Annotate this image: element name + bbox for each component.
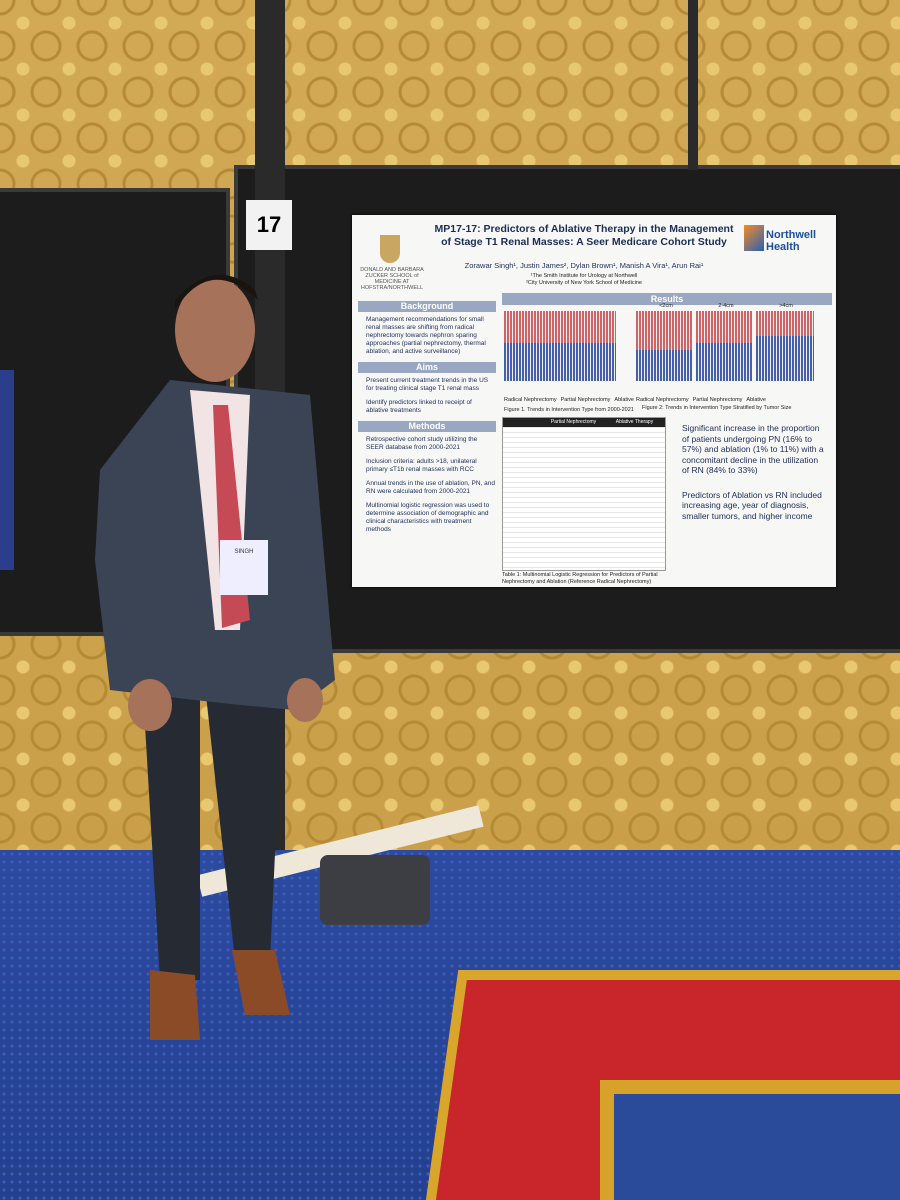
table-header: Partial Nephrectomy [550,419,597,425]
legend: Radical Nephrectomy Partial Nephrectomy Ab… [504,397,634,403]
bag [320,855,430,925]
finding: Predictors of Ablation vs RN included in… [682,489,822,521]
face [175,278,255,382]
chart-panel [696,311,752,381]
legend-entry: Ablative [614,397,634,403]
legend-entry: Partial Nephrectomy [560,397,611,403]
legend-entry: Partial Nephrectomy [692,397,743,403]
bullet: Identify predictors linked to receipt of… [366,399,472,414]
bullet: Present current treatment trends in the … [366,377,489,392]
chart-figure-1 [504,311,616,381]
panel-labels: <2cm 2-4cm >4cm [636,303,816,309]
affiliation: ²City University of New York School of M… [526,280,642,286]
chart-panel [636,311,692,381]
findings: Significant increase in the proportion o… [674,423,824,535]
rug-pattern [600,1080,900,1200]
section-heading: Results [502,293,832,305]
legend: Radical Nephrectomy Partial Nephrectomy Ab… [636,397,816,403]
bullet: Annual trends in the use of ablation, PN… [366,480,496,495]
hair [175,274,258,310]
badge [220,540,268,595]
legend-entry: Ablative [746,397,766,403]
school-crest [380,235,400,263]
bullet: Multinomial logistic regression was used… [366,502,490,533]
section-heading: Background [358,301,496,312]
figure-caption: Figure 1. Trends in Intervention Type fr… [504,407,634,413]
table-caption: Table 1: Multinomial Logistic Regression… [502,572,658,585]
neighbor-poster [0,370,14,570]
figure-caption: Figure 2: Trends in Intervention Type St… [642,405,792,411]
regression-table: Partial Nephrectomy Ablative Therapy [502,417,666,571]
board-post [688,0,698,170]
section-heading: Methods [358,421,496,432]
board-number: 17 [246,200,292,250]
shoe [150,970,200,1040]
badge-name: SINGH [234,549,253,555]
bullet: Retrospective cohort study utilizing the… [366,436,478,451]
legend-entry: Radical Nephrectomy [504,397,557,403]
panel-label: <2cm [659,303,673,309]
legend-entry: Radical Nephrectomy [636,397,689,403]
shoe [232,950,290,1015]
finding: Significant increase in the proportion o… [682,423,824,475]
poster: DONALD AND BARBARA ZUCKER SCHOOL of MEDI… [352,215,836,587]
logo-mark [744,225,764,251]
poster-title: MP17-17: Predictors of Ablative Therapy … [434,223,734,248]
panel-label: >4cm [779,303,793,309]
table-header: Ablative Therapy [615,419,654,425]
affiliation: ¹The Smith Institute for Urology at Nort… [530,273,638,279]
left-column: Background Management recommendations for… [358,295,496,540]
panel-label: 2-4cm [718,303,734,309]
bullet: Inclusion criteria: adults >18, unilater… [366,458,477,473]
chart-panel [756,311,814,381]
school-name: DONALD AND BARBARA ZUCKER SCHOOL of MEDI… [360,267,424,291]
authors: Zorawar Singh¹, Justin James², Dylan Bro… [464,261,704,270]
section-heading: Aims [358,362,496,373]
bullet: Management recommendations for small ren… [366,316,486,355]
logo-text: Northwell Health [766,229,817,253]
